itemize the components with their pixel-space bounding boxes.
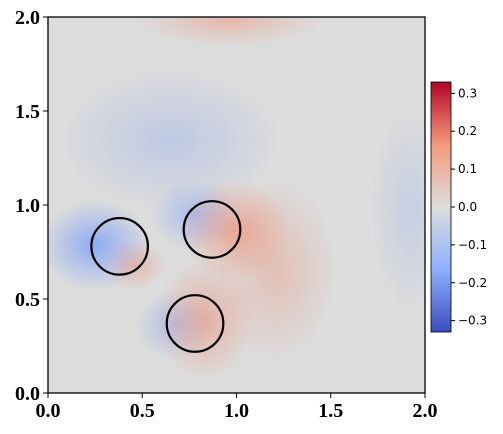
- y-tick-label: 1.0: [15, 195, 40, 217]
- colorbar-tick-label: −0.3: [458, 314, 487, 328]
- obstacle-circle: [182, 200, 242, 259]
- colorbar-tick-label: 0.0: [458, 200, 477, 214]
- colorbar-tick-label: 0.3: [458, 86, 477, 100]
- y-tick-label: 2.0: [15, 7, 40, 29]
- x-tick-label: 0.0: [36, 400, 61, 422]
- colorbar-tick-label: −0.1: [458, 238, 487, 252]
- x-tick-label: 1.5: [318, 400, 343, 422]
- obstacle-circle: [90, 216, 150, 276]
- colorbar: [430, 81, 452, 333]
- y-tick-label: 0.0: [15, 383, 40, 405]
- x-tick-label: 1.0: [224, 400, 249, 422]
- colorbar-tick-label: 0.1: [458, 162, 477, 176]
- x-tick-label: 2.0: [413, 400, 438, 422]
- x-tick-label: 0.5: [130, 400, 155, 422]
- colorbar-tick-label: 0.2: [458, 124, 477, 138]
- y-tick-label: 0.5: [15, 289, 40, 311]
- y-tick-label: 1.5: [15, 101, 40, 123]
- field: [48, 17, 425, 393]
- colorbar-tick-label: −0.2: [458, 276, 487, 290]
- obstacle-circle: [165, 294, 225, 353]
